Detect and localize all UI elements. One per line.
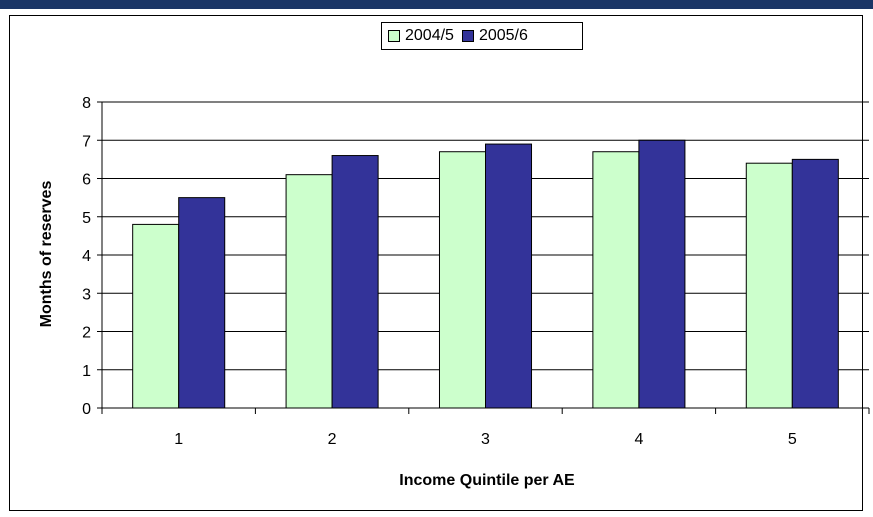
x-axis-title: Income Quintile per AE <box>399 472 575 489</box>
axes <box>97 101 870 414</box>
legend-item-2004: 2004/5 <box>388 27 454 45</box>
y-tick-label-2: 2 <box>82 325 91 342</box>
x-tick-labels: 1 2 3 4 5 <box>174 431 797 448</box>
legend-label-2004: 2004/5 <box>405 27 454 44</box>
y-tick-label-5: 5 <box>82 210 91 227</box>
legend-swatch-2005 <box>461 30 474 42</box>
y-axis-title: Months of reserves <box>38 181 55 328</box>
bars <box>132 139 839 409</box>
x-tick-label-1: 1 <box>174 431 183 448</box>
legend-swatch-2004 <box>388 30 400 42</box>
x-tick-label-3: 3 <box>481 431 490 448</box>
legend-label-2005: 2005/6 <box>478 27 528 44</box>
y-tick-label-8: 8 <box>82 95 91 112</box>
legend-item-2005: 2005/6 <box>461 27 528 45</box>
bar-2005-6-q3 <box>485 143 533 409</box>
y-tick-label-6: 6 <box>82 172 91 189</box>
bar-2004-5-q5 <box>745 162 793 409</box>
chart-legend: 2004/5 2005/6 <box>381 22 583 50</box>
y-tick-labels: 0 1 2 3 4 5 6 7 8 <box>82 95 91 418</box>
y-tick-label-4: 4 <box>82 248 91 265</box>
bar-2005-6-q2 <box>331 155 379 409</box>
y-tick-label-1: 1 <box>82 363 91 380</box>
bar-2004-5-q4 <box>592 151 640 409</box>
bar-2004-5-q3 <box>438 151 487 409</box>
bar-2005-6-q1 <box>178 197 226 409</box>
x-tick-label-4: 4 <box>634 431 643 448</box>
x-tick-label-2: 2 <box>328 431 337 448</box>
bar-2004-5-q2 <box>285 174 333 409</box>
bar-2004-5-q1 <box>132 223 180 409</box>
header-band <box>0 0 873 9</box>
bar-2005-6-q5 <box>791 158 839 409</box>
y-tick-label-3: 3 <box>82 286 91 303</box>
y-tick-label-7: 7 <box>82 133 91 150</box>
bar-2005-6-q4 <box>638 139 686 409</box>
y-tick-label-0: 0 <box>82 401 91 418</box>
x-tick-label-5: 5 <box>788 431 797 448</box>
